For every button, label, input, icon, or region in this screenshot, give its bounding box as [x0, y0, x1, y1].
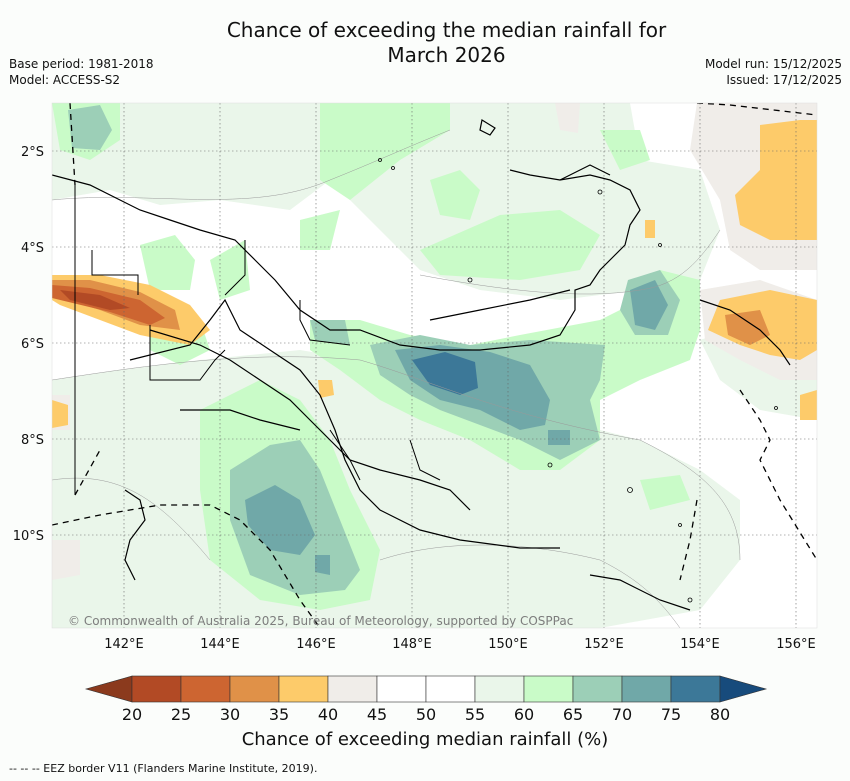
- lat-label: 2°S: [21, 145, 44, 160]
- map-panel: © Commonwealth of Australia 2025, Bureau…: [52, 103, 817, 628]
- map-frame: [51, 102, 818, 629]
- colorbar-swatch: [425, 675, 476, 703]
- colorbar-swatch: [131, 675, 182, 703]
- coastlines: [52, 119, 791, 611]
- colorbar-swatch: [572, 675, 623, 703]
- lat-label: 8°S: [21, 433, 44, 448]
- footer-note: -- -- -- EEZ border V11 (Flanders Marine…: [9, 762, 318, 775]
- base-period: Base period: 1981-2018: [9, 57, 154, 71]
- colorbar-swatch: [327, 675, 378, 703]
- lon-label: 148°E: [392, 637, 432, 652]
- colorbar-tick-label: 30: [220, 705, 240, 724]
- longitude-labels: 142°E 144°E 146°E 148°E 150°E 152°E 154°E 156°E: [104, 637, 816, 652]
- colorbar-tick-label: 25: [171, 705, 191, 724]
- colorbar-swatch: [278, 675, 329, 703]
- chart-title: Chance of exceeding the median rainfall …: [0, 18, 850, 68]
- colorbar-tick-label: 70: [612, 705, 632, 724]
- islands: [378, 158, 778, 603]
- colorbar-tick-label: 20: [122, 705, 142, 724]
- model-run: Model run: 15/12/2025: [704, 57, 842, 71]
- colorbar-swatch: [376, 675, 427, 703]
- graticule: [52, 103, 817, 628]
- meta-left: Base period: 1981-2018 Model: ACCESS-S2: [9, 56, 154, 88]
- eez-borders: [52, 103, 817, 628]
- title-line-2: March 2026: [387, 43, 506, 67]
- colorbar-swatch: [474, 675, 525, 703]
- lon-label: 144°E: [200, 637, 240, 652]
- colorbar-tick-label: 75: [661, 705, 681, 724]
- lon-label: 146°E: [296, 637, 336, 652]
- lon-label: 142°E: [104, 637, 144, 652]
- lat-label: 6°S: [21, 337, 44, 352]
- copyright-notice: © Commonwealth of Australia 2025, Bureau…: [68, 614, 573, 628]
- contour-lines: [52, 129, 741, 628]
- colorbar-tick-label: 60: [514, 705, 534, 724]
- lat-label: 10°S: [13, 529, 44, 544]
- colorbar: 20 25 30 35 40 45 50 55 60 65 70 75 80: [84, 675, 768, 724]
- contour-75-80: [412, 352, 478, 395]
- colorbar-tick-label: 50: [416, 705, 436, 724]
- lat-label: 4°S: [21, 241, 44, 256]
- lon-label: 156°E: [776, 637, 816, 652]
- colorbar-tick-label: 40: [318, 705, 338, 724]
- colorbar-tick-label: 55: [465, 705, 485, 724]
- colorbar-swatch: [670, 675, 721, 703]
- contour-20-25: [60, 290, 130, 310]
- lon-label: 154°E: [680, 637, 720, 652]
- province-borders: [74, 185, 441, 495]
- issued-date: Issued: 17/12/2025: [726, 73, 842, 87]
- colorbar-tick-label: 65: [563, 705, 583, 724]
- title-line-1: Chance of exceeding the median rainfall …: [226, 18, 667, 42]
- colorbar-tick-label: 45: [367, 705, 387, 724]
- colorbar-tick-label: 80: [710, 705, 730, 724]
- colorbar-swatch: [523, 675, 574, 703]
- colorbar-swatch: [180, 675, 231, 703]
- colorbar-label: Chance of exceeding median rainfall (%): [241, 729, 609, 750]
- latitude-labels: 2°S 4°S 6°S 8°S 10°S: [13, 145, 44, 544]
- colorbar-under-arrow: [84, 675, 133, 703]
- colorbar-swatch: [229, 675, 280, 703]
- colorbar-tick-label: 35: [269, 705, 289, 724]
- colorbar-over-arrow: [719, 675, 768, 703]
- model-name: Model: ACCESS-S2: [9, 73, 121, 87]
- meta-right: Model run: 15/12/2025 Issued: 17/12/2025: [705, 56, 842, 88]
- lon-label: 150°E: [488, 637, 528, 652]
- lon-label: 152°E: [584, 637, 624, 652]
- colorbar-swatch: [621, 675, 672, 703]
